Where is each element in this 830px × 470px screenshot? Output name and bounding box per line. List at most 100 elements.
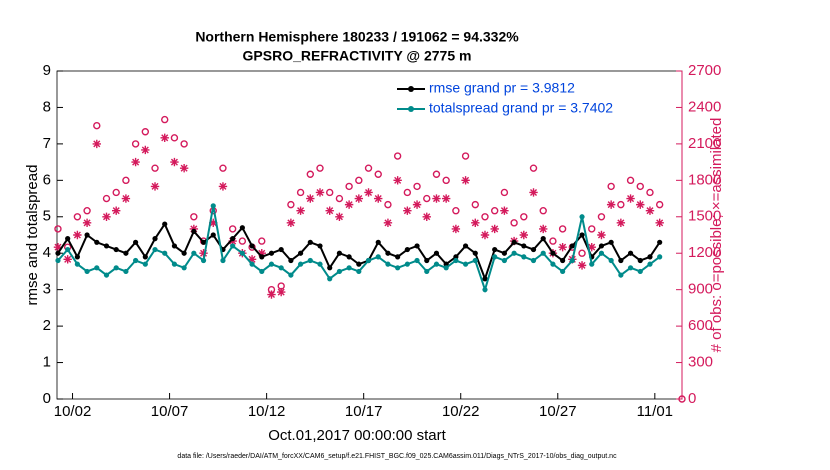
series-marker (65, 246, 71, 253)
obs-possible-marker (93, 121, 101, 130)
series-marker (560, 268, 566, 275)
obs-possible-marker (190, 213, 198, 221)
y-tick-label: 3 (43, 281, 51, 298)
series-marker (424, 268, 430, 275)
obs-assimilated-marker (519, 230, 529, 240)
obs-assimilated-marker (112, 206, 121, 215)
series-marker (433, 250, 440, 256)
obs-assimilated-marker (412, 200, 422, 209)
series-marker (598, 243, 605, 249)
obs-assimilated-marker (267, 290, 276, 299)
series-marker (103, 243, 110, 249)
series-marker (152, 236, 158, 242)
series-marker (365, 257, 372, 264)
series-marker (181, 265, 187, 271)
series-marker (608, 239, 614, 245)
x-tick-label: 10/02 (54, 403, 92, 420)
obs-assimilated-marker (616, 218, 626, 228)
series-marker (637, 268, 643, 275)
obs-assimilated-marker (626, 194, 635, 203)
obs-assimilated-marker (655, 218, 664, 228)
obs-assimilated-marker (73, 230, 82, 240)
obs-possible-marker (180, 140, 188, 148)
y-tick-label: 2 (43, 317, 51, 334)
footnote: data file: /Users/raeder/DAI/ATM_forcXX/… (177, 453, 617, 460)
series-marker (462, 261, 469, 267)
obs-assimilated-marker (393, 176, 402, 185)
obs-possible-marker (393, 152, 402, 160)
series-marker (191, 250, 197, 256)
obs-possible-marker (636, 182, 644, 191)
x-tick-label: 10/22 (442, 403, 480, 420)
series-marker (200, 239, 207, 245)
obs-assimilated-marker (374, 194, 383, 203)
obs-assimilated-marker (471, 218, 480, 228)
series-marker (181, 250, 187, 256)
series-marker (278, 265, 284, 271)
y-tick-label: 5 (43, 208, 51, 225)
series-marker (657, 254, 663, 260)
obs-possible-marker (141, 128, 150, 136)
obs-possible-marker (102, 194, 111, 203)
obs-assimilated-marker (344, 200, 354, 209)
obs-possible-marker (597, 213, 606, 221)
series-marker (162, 221, 168, 227)
obs-possible-marker (452, 207, 460, 215)
series-marker (55, 257, 61, 264)
legend-marker (408, 106, 414, 112)
obs-possible-marker (151, 164, 159, 172)
series-marker (268, 261, 275, 267)
obs-possible-marker (646, 188, 654, 197)
series-marker (492, 254, 498, 260)
x-tick-label: 11/01 (637, 403, 673, 420)
obs-assimilated-marker (529, 188, 538, 197)
legend-label: rmse grand pr = 3.9812 (429, 80, 575, 96)
obs-assimilated-marker (383, 218, 393, 228)
series-marker (414, 257, 420, 264)
series-marker (530, 257, 537, 264)
series-marker (492, 246, 498, 253)
obs-assimilated-marker (179, 163, 189, 173)
obs-assimilated-marker (490, 224, 499, 234)
y-tick-label: 4 (43, 244, 51, 261)
obs-possible-marker (170, 134, 179, 142)
series-marker (501, 257, 507, 264)
obs-assimilated-marker (199, 249, 208, 258)
series-marker (647, 254, 653, 260)
series-marker (395, 254, 401, 260)
series-marker (288, 272, 294, 278)
obs-assimilated-marker (276, 287, 286, 297)
obs-possible-marker (442, 176, 450, 185)
obs-assimilated-marker (131, 157, 140, 167)
obs-possible-marker (131, 140, 140, 148)
series-marker (550, 250, 556, 256)
chart-title: Northern Hemisphere 180233 / 191062 = 94… (195, 29, 519, 45)
series-marker (501, 250, 507, 256)
series-marker (560, 257, 566, 264)
series-marker (395, 265, 401, 271)
obs-assimilated-marker (636, 200, 645, 209)
series-marker (521, 254, 527, 260)
series-marker (346, 265, 352, 271)
obs-assimilated-marker (150, 182, 160, 191)
series-marker (249, 243, 255, 249)
series-marker (113, 265, 119, 271)
obs-possible-marker (549, 237, 557, 245)
y-tick-label: 1 (43, 354, 51, 371)
obs-assimilated-marker (539, 224, 548, 234)
series-marker (259, 268, 265, 275)
series-marker (113, 246, 119, 253)
y2-tick-label: 1800 (688, 171, 721, 188)
series-marker (200, 257, 207, 264)
series-marker (356, 261, 362, 267)
obs-possible-marker (558, 225, 567, 233)
y2-axis-label: # of obs: o=possible; ×=assimilated (708, 118, 725, 353)
series-marker (278, 246, 284, 253)
series-marker (55, 250, 61, 256)
obs-possible-marker (471, 200, 479, 209)
obs-assimilated-marker (403, 206, 412, 215)
obs-assimilated-marker (597, 230, 606, 240)
series-marker (618, 257, 624, 264)
series-marker (404, 261, 410, 267)
series-marker (414, 243, 420, 249)
